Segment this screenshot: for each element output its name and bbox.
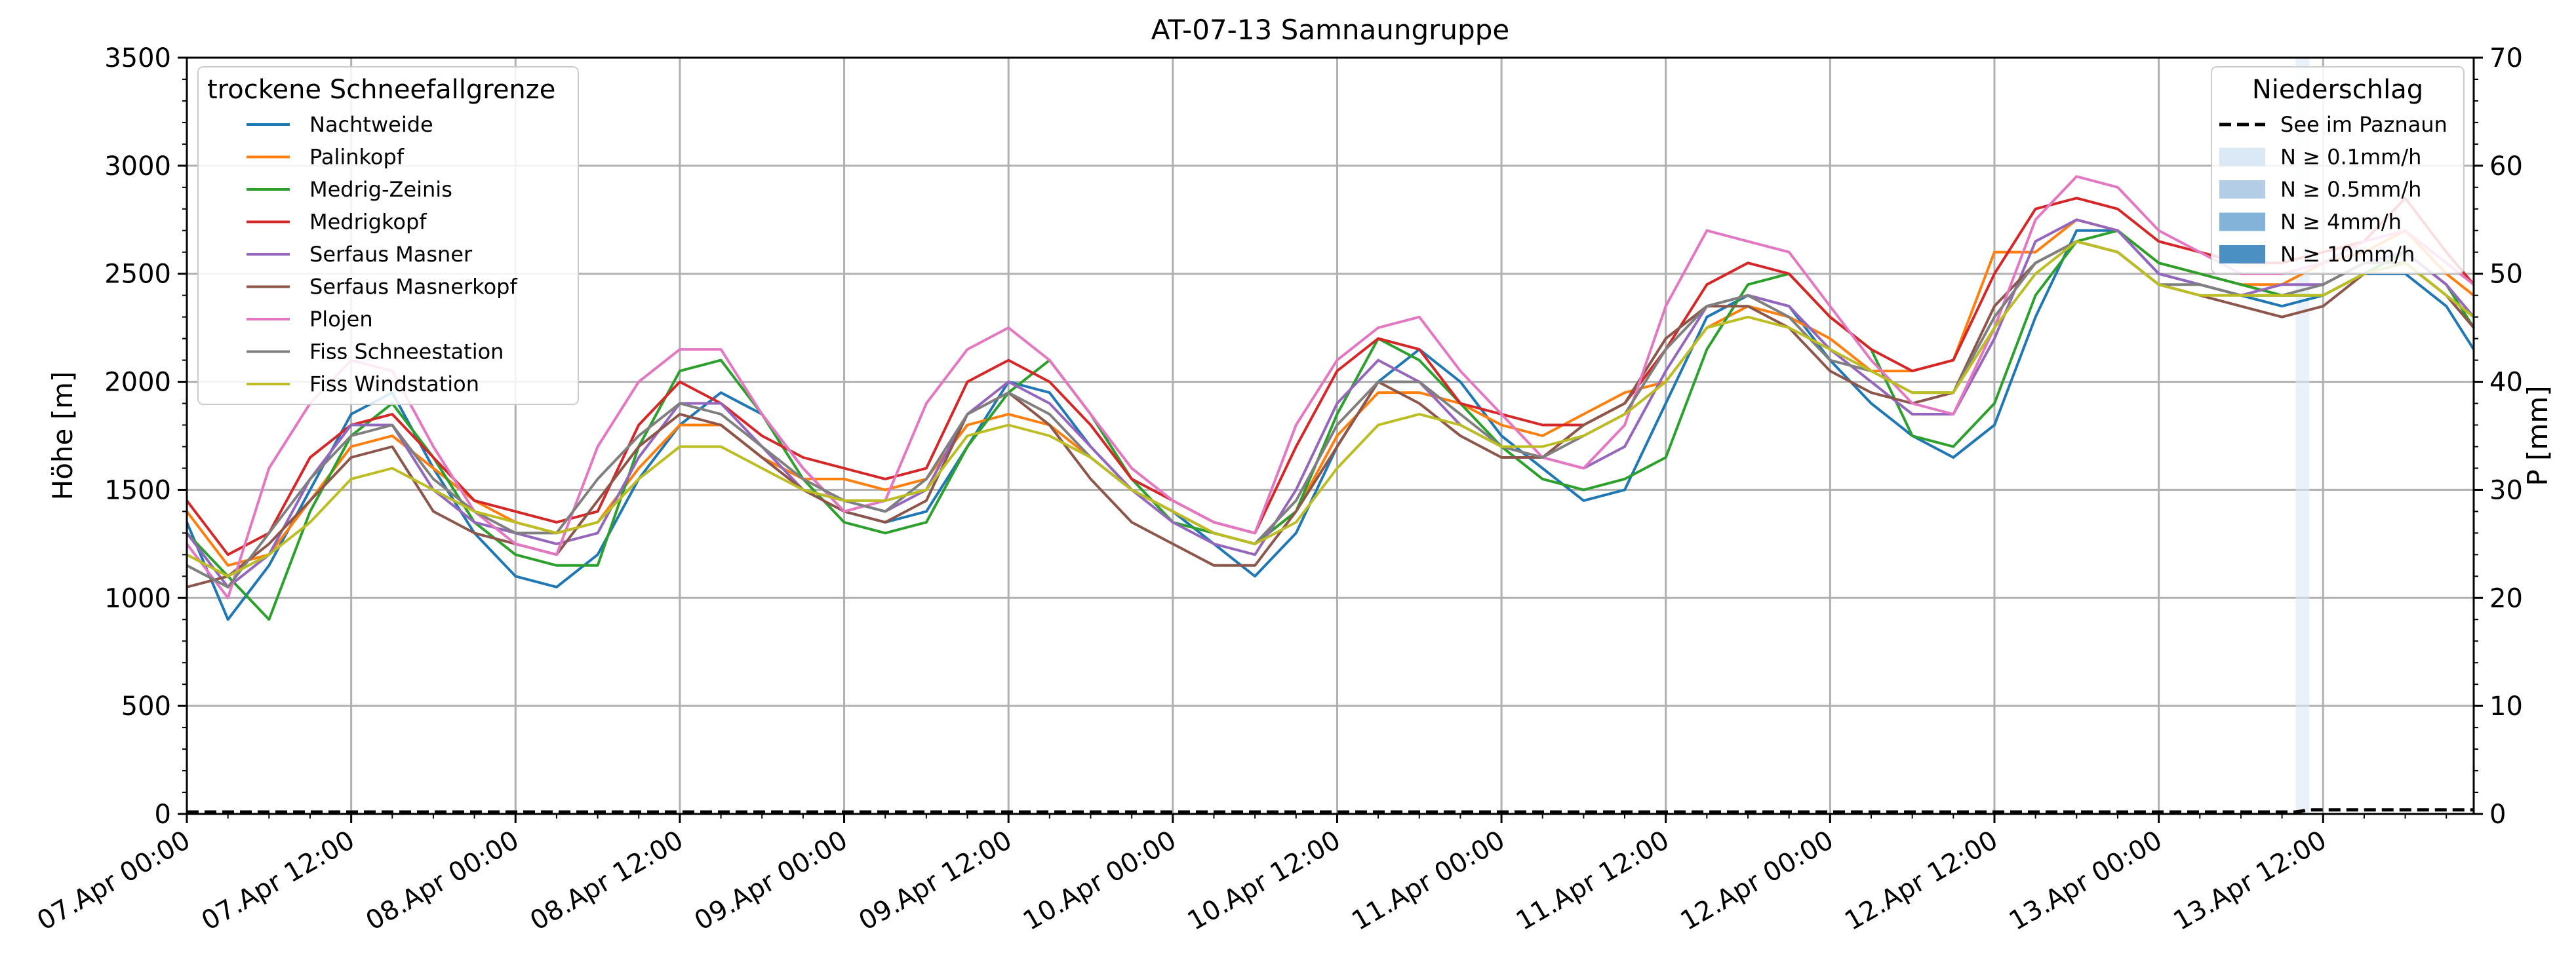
legend-label: Serfaus Masner bbox=[309, 242, 473, 267]
y2-tick-label: 10 bbox=[2489, 691, 2523, 722]
y2-tick-label: 30 bbox=[2489, 475, 2523, 505]
series-line-serfaus-masner bbox=[186, 218, 2475, 589]
precip-cumulative-line bbox=[187, 808, 2474, 814]
y-axis-label: Höhe [m] bbox=[47, 372, 79, 501]
legend-label: Medrigkopf bbox=[309, 210, 427, 235]
y2-axis-label: P [mm] bbox=[2522, 385, 2554, 486]
series-line-plojen bbox=[186, 175, 2475, 600]
x-tick-label: 09.Apr 12:00 bbox=[854, 825, 1017, 937]
legend-label: N ≥ 0.1mm/h bbox=[2280, 145, 2421, 170]
y-tick-label: 1500 bbox=[104, 475, 171, 505]
y-tick-label: 3000 bbox=[104, 151, 171, 182]
station-legend: trockene Schneefallgrenze Nachtweide Pali… bbox=[197, 66, 579, 405]
y2-tick-label: 40 bbox=[2489, 368, 2523, 398]
chart-title: AT-07-13 Samnaungruppe bbox=[1151, 14, 1509, 46]
x-tick-label: 11.Apr 12:00 bbox=[1511, 825, 1674, 937]
precip-legend: Niederschlag See im Paznaun N ≥ 0.1mm/h N … bbox=[2211, 66, 2465, 274]
legend-label: Plojen bbox=[309, 307, 373, 332]
x-tick-label: 12.Apr 00:00 bbox=[1675, 825, 1838, 937]
legend-label: N ≥ 10mm/h bbox=[2280, 242, 2415, 267]
y-tick-label: 500 bbox=[121, 691, 171, 722]
x-tick-label: 08.Apr 12:00 bbox=[525, 825, 688, 937]
legend-swatch bbox=[2219, 212, 2265, 231]
y-tick-label: 1000 bbox=[104, 583, 171, 613]
station-legend-box bbox=[197, 66, 579, 405]
series-line-fiss-windstation bbox=[186, 240, 2475, 578]
legend-label: Medrig-Zeinis bbox=[309, 177, 452, 202]
legend-label: Fiss Schneestation bbox=[309, 339, 504, 364]
y2-tick-label: 70 bbox=[2489, 43, 2523, 73]
legend-swatch bbox=[2219, 245, 2265, 263]
legend-label: Fiss Windstation bbox=[309, 372, 479, 396]
x-tick-label: 12.Apr 12:00 bbox=[1840, 825, 2003, 937]
x-tick-label: 07.Apr 00:00 bbox=[32, 825, 195, 937]
x-tick-label: 09.Apr 00:00 bbox=[690, 825, 853, 937]
x-tick-label: 11.Apr 00:00 bbox=[1347, 825, 1510, 937]
legend-label: See im Paznaun bbox=[2280, 112, 2447, 137]
x-tick-label: 10.Apr 12:00 bbox=[1183, 825, 1346, 937]
x-tick-label: 10.Apr 00:00 bbox=[1018, 825, 1181, 937]
legend-swatch bbox=[2219, 147, 2265, 166]
precip-legend-title: Niederschlag bbox=[2252, 75, 2423, 105]
station-legend-title: trockene Schneefallgrenze bbox=[207, 75, 555, 105]
legend-swatch bbox=[2219, 180, 2265, 199]
y2-tick-label: 60 bbox=[2489, 151, 2523, 182]
x-tick-label: 07.Apr 12:00 bbox=[197, 825, 360, 937]
y-tick-label: 2000 bbox=[104, 368, 171, 398]
plot-frame bbox=[186, 56, 2475, 815]
y2-tick-label: 0 bbox=[2489, 800, 2506, 830]
legend-label: Palinkopf bbox=[309, 145, 405, 170]
series-line-medrig-zeinis bbox=[186, 229, 2475, 621]
legend-label: N ≥ 4mm/h bbox=[2280, 210, 2402, 235]
y-tick-label: 3500 bbox=[104, 43, 171, 73]
x-tick-label: 13.Apr 00:00 bbox=[2004, 825, 2168, 937]
y2-tick-label: 20 bbox=[2489, 583, 2523, 613]
legend-label: Serfaus Masnerkopf bbox=[309, 275, 517, 299]
y-tick-label: 2500 bbox=[104, 260, 171, 290]
x-tick-label: 13.Apr 12:00 bbox=[2168, 825, 2331, 937]
legend-label: Nachtweide bbox=[309, 112, 433, 137]
precip-legend-box bbox=[2211, 66, 2465, 274]
y-tick-label: 0 bbox=[155, 800, 171, 830]
legend-label: N ≥ 0.5mm/h bbox=[2280, 177, 2421, 202]
series-layer bbox=[186, 175, 2475, 621]
x-tick-label: 08.Apr 00:00 bbox=[361, 825, 524, 937]
y2-tick-label: 50 bbox=[2489, 260, 2523, 290]
